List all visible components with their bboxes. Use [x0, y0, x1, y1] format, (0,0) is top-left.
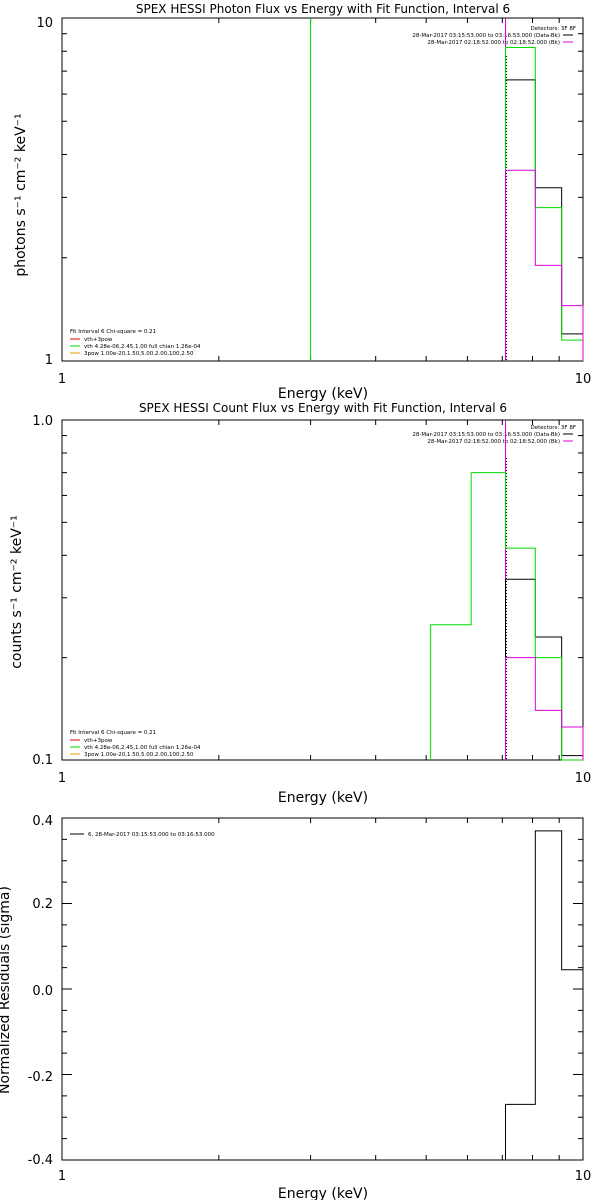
residuals-y-tick-label-0-4: 0.4	[32, 814, 53, 829]
residuals-y-tick-label-m0-4: -0.4	[28, 1153, 53, 1168]
count-y-tick-label-1-0: 1.0	[32, 414, 53, 429]
photon-fit-summary: Fit Interval 6 Chi-square = 0.21	[70, 329, 156, 335]
count-legend-detectors: Detectors: 3F 8F	[530, 425, 576, 431]
count-fit-model: vth+3pow	[84, 738, 113, 744]
photon-fit-vth: vth 4.28e-06,2.45,1.00 full chian 1.26e-…	[84, 344, 201, 350]
residuals-plot-frame	[61, 817, 584, 1161]
count-series-green	[430, 472, 583, 761]
photon-legend-detectors: Detectors: 3F 8F	[530, 26, 576, 32]
photon-series-black	[505, 79, 584, 361]
residuals-x-tick-label-10: 10	[575, 1169, 592, 1184]
count-series-black	[505, 578, 584, 760]
residuals-series-black	[505, 830, 584, 1160]
photon-series-magenta	[505, 169, 584, 361]
photon-x-tick-label-1: 1	[58, 372, 66, 387]
photon-series-green	[505, 47, 584, 361]
photon-x-tick-label-10: 10	[575, 372, 592, 387]
photon-x-axis-label: Energy (keV)	[278, 386, 368, 402]
photon-plot-frame	[61, 17, 584, 362]
photon-legend-data-interval: 28-Mar-2017 03:15:53.000 to 03:16:53.000…	[412, 33, 560, 39]
count-x-tick-label-1: 1	[58, 771, 66, 786]
residuals-y-axis-label: Normalized Residuals (sigma)	[0, 886, 13, 1094]
count-legend-data-interval: 28-Mar-2017 03:15:53.000 to 03:16:53.000…	[412, 432, 560, 438]
count-x-tick-label-10: 10	[575, 771, 592, 786]
count-fit-vth: vth 4.28e-06,2.45,1.00 full chian 1.26e-…	[84, 745, 201, 751]
photon-legend-bk-interval: 28-Mar-2017 02:18:52.000 to 02:18:52.000…	[427, 40, 560, 46]
photon-fit-model: vth+3pow	[84, 337, 113, 343]
count-y-axis-label: counts s⁻¹ cm⁻² keV⁻¹	[9, 515, 25, 669]
photon-y-axis-label: photons s⁻¹ cm⁻² keV⁻¹	[13, 113, 29, 276]
count-fit-3pow: 3pow 1.00e-20,1.50,5.00,2.00,100,2.50	[84, 752, 194, 758]
photon-y-tick-label-10: 10	[36, 16, 53, 31]
residuals-y-tick-label-0-0: 0.0	[32, 984, 53, 999]
count-fit-summary: Fit Interval 6 Chi-square = 0.21	[70, 730, 156, 736]
photon-chart-title: SPEX HESSI Photon Flux vs Energy with Fi…	[136, 2, 510, 16]
count-chart-title: SPEX HESSI Count Flux vs Energy with Fit…	[139, 401, 507, 415]
count-x-axis-label: Energy (keV)	[278, 790, 368, 806]
count-series-magenta	[505, 657, 584, 760]
residuals-x-tick-label-1: 1	[58, 1169, 66, 1184]
residuals-legend-label: 6, 28-Mar-2017 03:15:53.000 to 03:16:53.…	[88, 832, 215, 838]
photon-flux-panel: SPEX HESSI Photon Flux vs Energy with Fi…	[13, 2, 591, 402]
photon-y-tick-label-1: 1	[45, 353, 53, 368]
residuals-y-tick-label-0-2: 0.2	[32, 897, 53, 912]
count-flux-panel: SPEX HESSI Count Flux vs Energy with Fit…	[9, 401, 591, 806]
count-plot-frame	[61, 419, 584, 761]
residuals-x-axis-label: Energy (keV)	[278, 1186, 368, 1200]
count-legend-bk-interval: 28-Mar-2017 02:18:52.000 to 02:18:52.000…	[427, 439, 560, 445]
residuals-panel: Energy (keV) Normalized Residuals (sigma…	[0, 814, 591, 1200]
photon-fit-3pow: 3pow 1.00e-20,1.50,5.00,2.00,100,2.50	[84, 351, 194, 357]
residuals-y-tick-label-m0-2: -0.2	[28, 1070, 53, 1085]
count-y-tick-label-0-1: 0.1	[32, 753, 53, 768]
